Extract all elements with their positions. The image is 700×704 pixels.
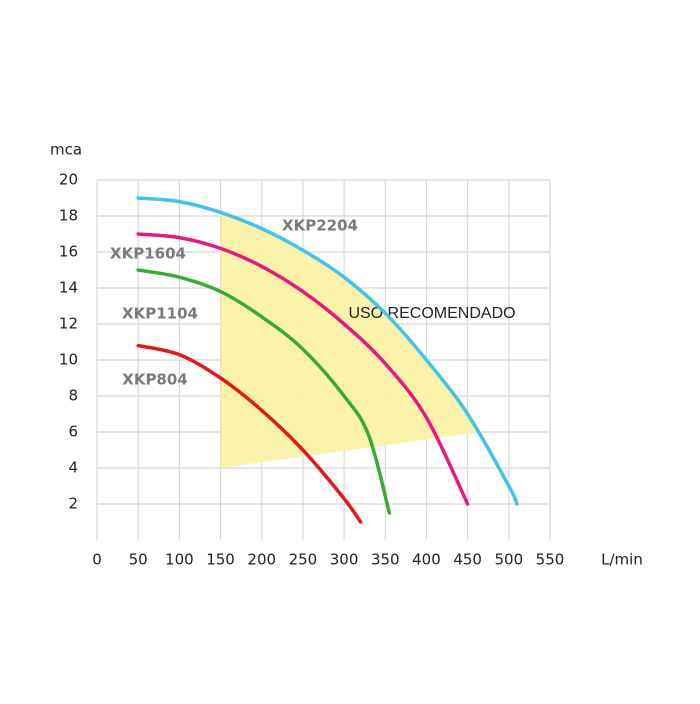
y-tick-label: 20 (59, 171, 78, 189)
x-tick-label: 100 (165, 551, 194, 569)
recommended-area (220, 212, 480, 468)
x-tick-label: 250 (289, 551, 318, 569)
x-tick-label: 150 (206, 551, 235, 569)
series-line (136, 232, 470, 506)
x-tick-label: 50 (129, 551, 148, 569)
series-label: XKP804 (122, 371, 188, 389)
series-line (136, 268, 392, 515)
series-label: XKP1104 (122, 305, 198, 323)
x-tick-label: 400 (412, 551, 441, 569)
x-tick-label: 350 (371, 551, 400, 569)
x-tick-label: 200 (247, 551, 276, 569)
y-tick-label: 16 (59, 243, 78, 261)
y-tick-label: 2 (68, 495, 78, 513)
area-label: USO RECOMENDADO (348, 305, 515, 322)
series-label: XKP2204 (282, 217, 358, 235)
x-tick-label: 500 (494, 551, 523, 569)
x-tick-label: 450 (453, 551, 482, 569)
x-tick-label: 300 (330, 551, 359, 569)
y-axis-label: mca (50, 141, 82, 159)
x-tick-label: 0 (92, 551, 102, 569)
y-tick-label: 4 (68, 459, 78, 477)
y-tick-label: 18 (59, 207, 78, 225)
y-tick-label: 14 (59, 279, 78, 297)
series-line (136, 196, 519, 506)
x-axis-label: L/min (601, 551, 643, 569)
series-label: XKP1604 (110, 245, 186, 263)
x-tick-label: 550 (536, 551, 565, 569)
y-tick-label: 10 (59, 351, 78, 369)
series-line (136, 343, 363, 524)
y-tick-label: 6 (68, 423, 78, 441)
y-tick-label: 12 (59, 315, 78, 333)
y-tick-label: 8 (68, 387, 78, 405)
